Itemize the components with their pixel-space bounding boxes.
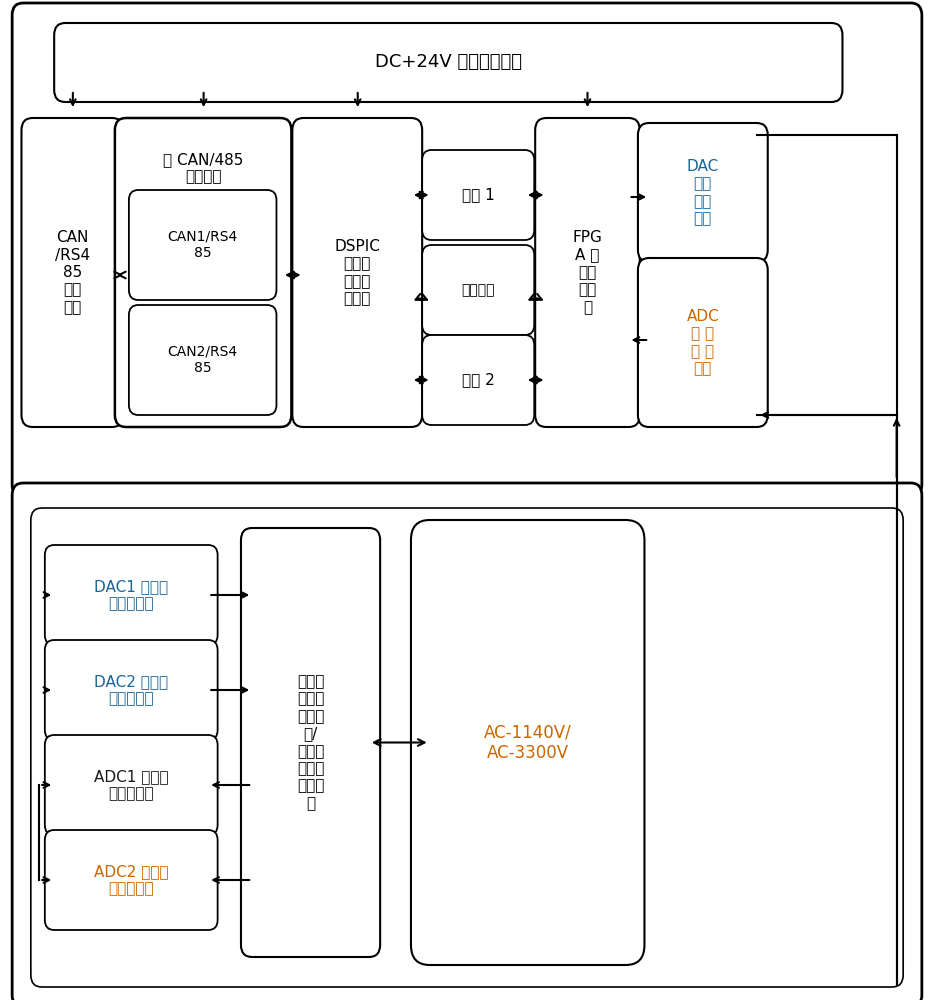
Text: CAN1/RS4
85: CAN1/RS4 85 — [167, 230, 238, 260]
FancyBboxPatch shape — [12, 483, 922, 1000]
Text: FPG
A 第
二核
心模
块: FPG A 第 二核 心模 块 — [573, 230, 602, 315]
FancyBboxPatch shape — [45, 830, 218, 930]
Text: DAC2 信号调
理电路模块: DAC2 信号调 理电路模块 — [94, 674, 168, 706]
Text: CAN
/RS4
85
总线
网络: CAN /RS4 85 总线 网络 — [55, 230, 90, 315]
Text: ADC2 信号调
理电路模块: ADC2 信号调 理电路模块 — [94, 864, 168, 896]
Text: CAN2/RS4
85: CAN2/RS4 85 — [167, 345, 238, 375]
FancyBboxPatch shape — [45, 735, 218, 835]
Text: ADC1 信号调
理电路模块: ADC1 信号调 理电路模块 — [94, 769, 168, 801]
Text: 串口 1: 串口 1 — [461, 188, 495, 202]
FancyBboxPatch shape — [241, 528, 380, 957]
FancyBboxPatch shape — [129, 190, 276, 300]
FancyBboxPatch shape — [129, 305, 276, 415]
FancyBboxPatch shape — [638, 258, 768, 427]
Text: ADC
输 入
缓 冲
电路: ADC 输 入 缓 冲 电路 — [686, 309, 719, 376]
Text: DC+24V 电源电路模块: DC+24V 电源电路模块 — [375, 53, 522, 72]
Text: DAC1 信号调
理电路模块: DAC1 信号调 理电路模块 — [94, 579, 168, 611]
FancyBboxPatch shape — [54, 23, 842, 102]
Text: 模式洗择: 模式洗择 — [461, 283, 495, 297]
FancyBboxPatch shape — [45, 640, 218, 740]
Text: 信号调
理电路
选择模
块/
电力载
波高压
耦合模
块: 信号调 理电路 选择模 块/ 电力载 波高压 耦合模 块 — [297, 674, 324, 811]
Text: 串口 2: 串口 2 — [461, 372, 495, 387]
FancyBboxPatch shape — [422, 245, 534, 335]
FancyBboxPatch shape — [422, 150, 534, 240]
FancyBboxPatch shape — [292, 118, 422, 427]
Text: DAC
输出
缓冲
电路: DAC 输出 缓冲 电路 — [686, 159, 719, 226]
FancyBboxPatch shape — [21, 118, 123, 427]
FancyBboxPatch shape — [115, 118, 291, 427]
FancyBboxPatch shape — [411, 520, 644, 965]
FancyBboxPatch shape — [31, 508, 903, 987]
Text: DSPIC
单片机
第一核
心模块: DSPIC 单片机 第一核 心模块 — [334, 239, 380, 306]
Text: 双 CAN/485
处理模块: 双 CAN/485 处理模块 — [163, 152, 244, 184]
FancyBboxPatch shape — [638, 123, 768, 262]
FancyBboxPatch shape — [12, 3, 922, 497]
FancyBboxPatch shape — [45, 545, 218, 645]
FancyBboxPatch shape — [535, 118, 640, 427]
FancyBboxPatch shape — [422, 335, 534, 425]
Text: AC-1140V/
AC-3300V: AC-1140V/ AC-3300V — [484, 723, 572, 762]
